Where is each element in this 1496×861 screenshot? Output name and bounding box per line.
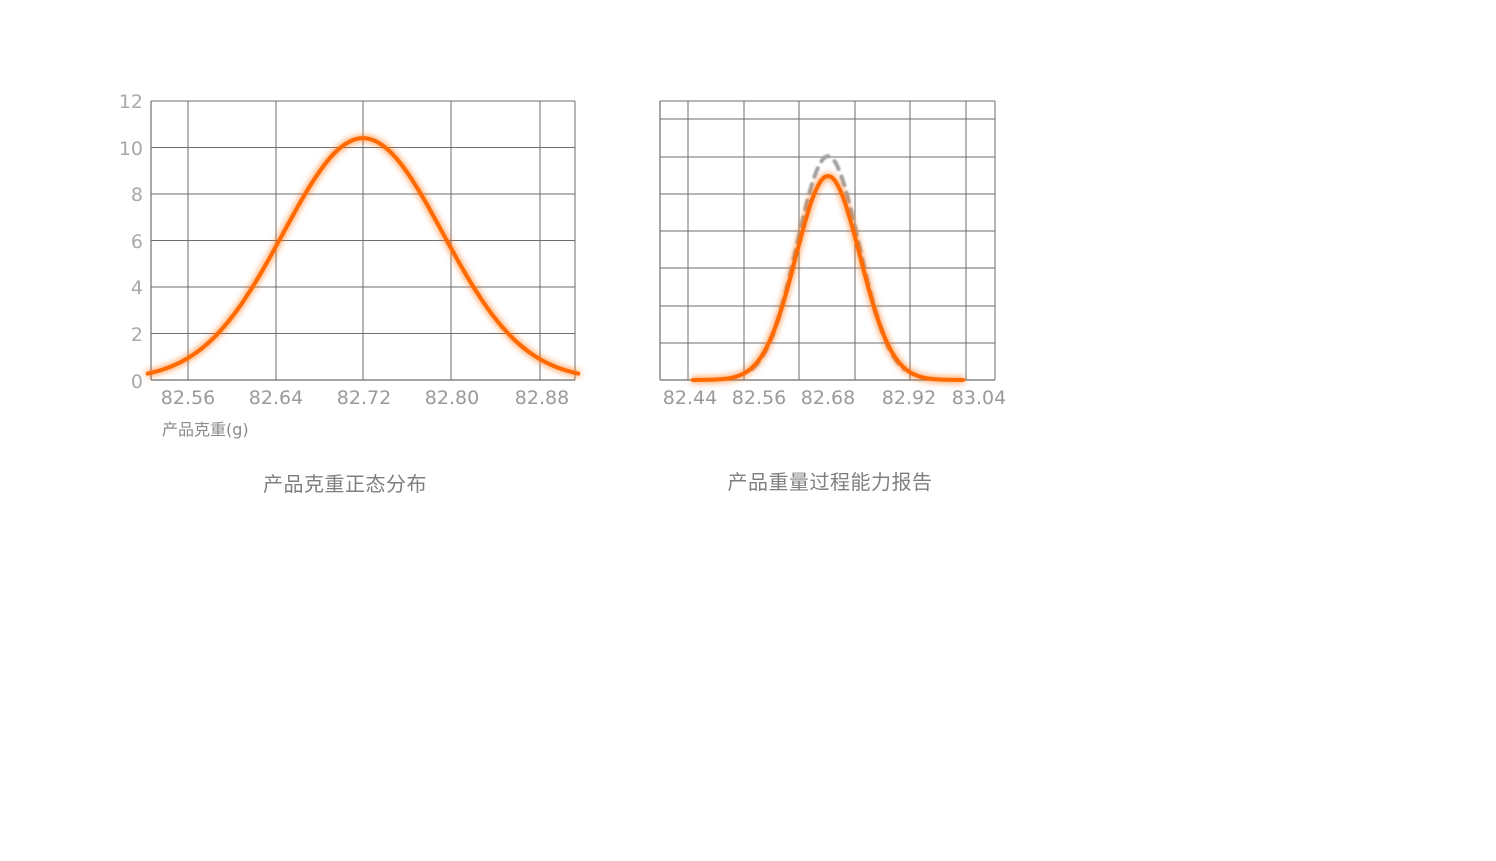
- chart-normal-distribution: 0 2 4 6 8 10 12 82.56 82.64 82.72 82.80 …: [0, 0, 620, 455]
- y-tick-0: 0: [131, 371, 143, 393]
- y-tick-8: 8: [131, 184, 143, 206]
- process-capability-plot: 82.44 82.56 82.68 82.92 83.04: [659, 100, 1006, 409]
- x-tick: 82.72: [337, 387, 391, 409]
- y-axis-ticks: 0 2 4 6 8 10 12: [119, 91, 143, 393]
- x-tick: 82.68: [801, 387, 855, 409]
- normal-distribution-plot: 0 2 4 6 8 10 12 82.56 82.64 82.72 82.80 …: [119, 91, 581, 439]
- chart-title-left: 产品克重正态分布: [263, 474, 427, 496]
- x-tick: 82.80: [425, 387, 479, 409]
- x-tick: 82.56: [161, 387, 215, 409]
- y-tick-12: 12: [119, 91, 143, 113]
- y-tick-4: 4: [131, 277, 143, 299]
- actual-curve: [691, 173, 965, 382]
- plot-grid: [150, 100, 576, 381]
- normal-curve: [145, 136, 581, 376]
- x-tick: 83.04: [952, 387, 1006, 409]
- x-tick: 82.64: [249, 387, 303, 409]
- x-tick: 82.92: [882, 387, 936, 409]
- x-axis-title: 产品克重(g): [162, 420, 249, 439]
- x-axis-ticks: 82.44 82.56 82.68 82.92 83.04: [663, 387, 1006, 409]
- y-tick-10: 10: [119, 138, 143, 160]
- x-tick: 82.44: [663, 387, 717, 409]
- x-tick: 82.88: [515, 387, 569, 409]
- x-tick: 82.56: [732, 387, 786, 409]
- reference-curve-dashed: [750, 154, 906, 371]
- y-tick-2: 2: [131, 324, 143, 346]
- plot-grid: [659, 100, 996, 381]
- chart-title-right: 产品重量过程能力报告: [727, 472, 933, 494]
- y-tick-6: 6: [131, 231, 143, 253]
- x-axis-ticks: 82.56 82.64 82.72 82.80 82.88: [161, 387, 569, 409]
